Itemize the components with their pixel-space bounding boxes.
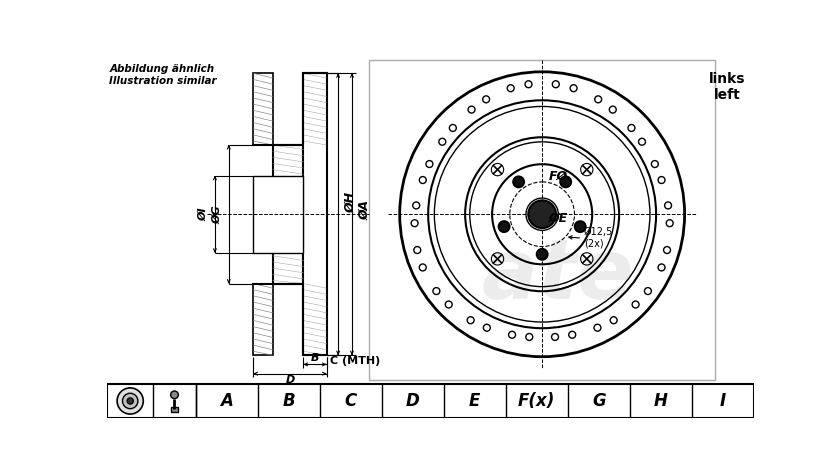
Text: ØE: ØE (549, 212, 568, 225)
Text: G: G (592, 392, 606, 410)
Bar (254, 176, 303, 253)
Text: ate: ate (481, 235, 634, 316)
Bar (254, 283, 273, 355)
Text: ØI: ØI (198, 207, 208, 221)
Text: B: B (311, 353, 319, 363)
Bar (108, 384, 754, 418)
Text: FØ: FØ (549, 169, 568, 182)
Circle shape (171, 391, 178, 399)
Circle shape (575, 221, 585, 232)
Circle shape (117, 388, 144, 414)
Text: C (MTH): C (MTH) (330, 355, 381, 366)
Text: Ø12,5
(2x): Ø12,5 (2x) (584, 227, 613, 249)
Text: C: C (344, 392, 357, 410)
Bar (303, 73, 327, 355)
Circle shape (513, 176, 524, 187)
Text: ØG: ØG (213, 205, 223, 224)
Bar (369, 60, 716, 380)
Text: H: H (654, 392, 668, 410)
Text: D: D (406, 392, 420, 410)
Circle shape (127, 398, 134, 404)
Circle shape (560, 176, 571, 187)
Circle shape (528, 200, 556, 228)
Circle shape (123, 393, 138, 409)
Text: ØH: ØH (344, 192, 357, 213)
Text: F(x): F(x) (518, 392, 555, 410)
Bar (171, 407, 178, 412)
Bar (273, 145, 303, 283)
Text: D: D (286, 375, 295, 385)
Circle shape (499, 221, 509, 232)
Text: ØA: ØA (358, 200, 371, 220)
Bar (254, 73, 273, 145)
Text: A: A (220, 392, 234, 410)
Text: Abbildung ähnlich
Illustration similar: Abbildung ähnlich Illustration similar (109, 64, 217, 86)
Text: links
left: links left (709, 72, 745, 102)
Bar (273, 145, 303, 283)
Text: I: I (720, 392, 726, 410)
Text: B: B (282, 392, 295, 410)
Text: E: E (469, 392, 480, 410)
Circle shape (537, 249, 548, 260)
